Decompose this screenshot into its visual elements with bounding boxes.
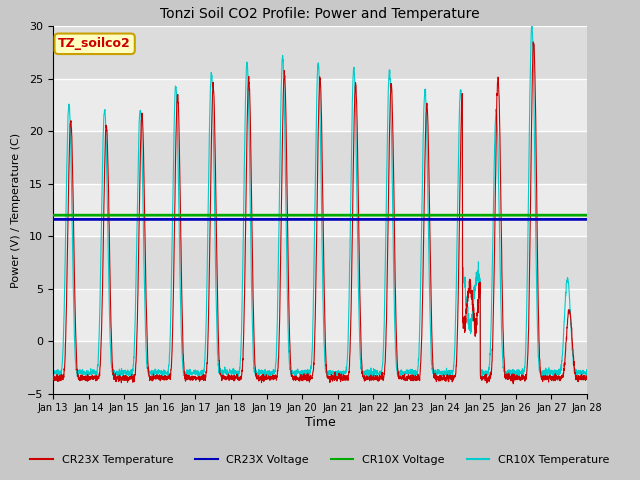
Bar [53, 131, 587, 184]
Bar [53, 236, 587, 288]
Bar [53, 341, 587, 394]
X-axis label: Time: Time [305, 416, 335, 429]
Bar [53, 26, 587, 79]
Text: TZ_soilco2: TZ_soilco2 [58, 37, 131, 50]
Y-axis label: Power (V) / Temperature (C): Power (V) / Temperature (C) [12, 132, 21, 288]
Legend: CR23X Temperature, CR23X Voltage, CR10X Voltage, CR10X Temperature: CR23X Temperature, CR23X Voltage, CR10X … [26, 451, 614, 469]
Title: Tonzi Soil CO2 Profile: Power and Temperature: Tonzi Soil CO2 Profile: Power and Temper… [160, 7, 480, 21]
